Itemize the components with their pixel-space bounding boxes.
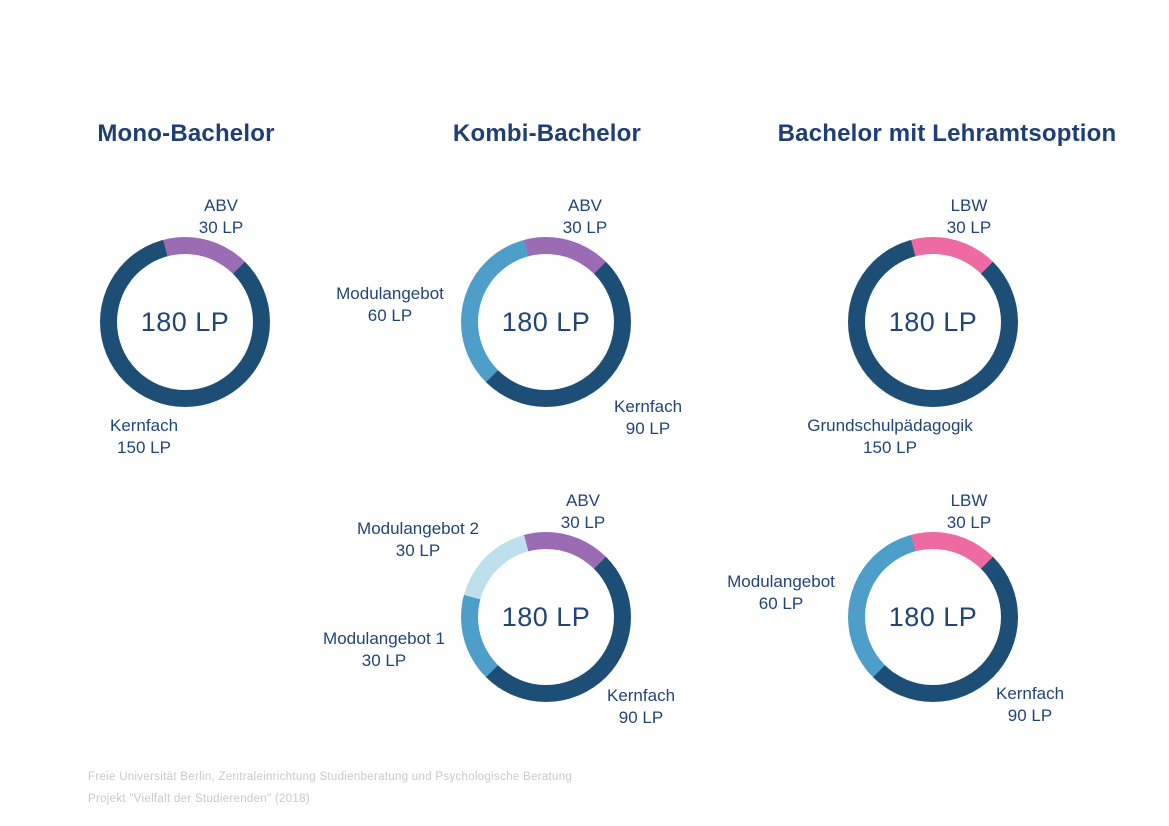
segment-label-modulangebot-2: Modulangebot 2 30 LP bbox=[357, 518, 479, 562]
donut-chart-kombi-bachelor-2x30lp: 180 LP bbox=[461, 532, 631, 702]
segment-lp-value: 60 LP bbox=[367, 306, 413, 325]
donut-center-total-lp: 180 LP bbox=[501, 306, 591, 337]
segment-label-abv: ABV 30 LP bbox=[561, 490, 605, 534]
segment-lp-value: 30 LP bbox=[946, 513, 992, 532]
segment-name: LBW bbox=[950, 196, 988, 215]
segment-label-modulangebot: Modulangebot 60 LP bbox=[727, 571, 835, 615]
donut-center-total-lp: 180 LP bbox=[140, 306, 230, 337]
segment-lp-value: 30 LP bbox=[946, 218, 992, 237]
donut-hole bbox=[865, 549, 1001, 685]
donut-center-total-lp: 180 LP bbox=[888, 601, 978, 632]
donut-chart-lehramtsoption-grundschul: 180 LP bbox=[848, 237, 1018, 407]
segment-name: Modulangebot bbox=[727, 572, 835, 591]
segment-label-kernfach: Kernfach 150 LP bbox=[110, 415, 178, 459]
donut-chart-mono-bachelor: 180 LP bbox=[100, 237, 270, 407]
segment-name: ABV bbox=[565, 491, 601, 510]
segment-label-abv: ABV 30 LP bbox=[563, 195, 607, 239]
segment-name: Modulangebot 1 bbox=[323, 629, 445, 648]
segment-lp-value: 30 LP bbox=[562, 218, 608, 237]
segment-name: Grundschulpädagogik bbox=[807, 416, 973, 435]
segment-lp-value: 30 LP bbox=[198, 218, 244, 237]
segment-name: Modulangebot 2 bbox=[357, 519, 479, 538]
segment-lp-value: 30 LP bbox=[395, 541, 441, 560]
segment-lp-value: 90 LP bbox=[1007, 706, 1053, 725]
donut-center-total-lp: 180 LP bbox=[888, 306, 978, 337]
segment-label-kernfach: Kernfach 90 LP bbox=[607, 685, 675, 729]
segment-label-grundschulp-dagogik: Grundschulpädagogik 150 LP bbox=[807, 415, 972, 459]
segment-lp-value: 90 LP bbox=[625, 419, 671, 438]
donut-chart-kombi-bachelor-60lp: 180 LP bbox=[461, 237, 631, 407]
segment-lp-value: 90 LP bbox=[618, 708, 664, 727]
segment-name: ABV bbox=[567, 196, 603, 215]
segment-name: Kernfach bbox=[109, 416, 179, 435]
segment-name: Modulangebot bbox=[336, 284, 444, 303]
column-title-bachelor-lehramtsoption: Bachelor mit Lehramtsoption bbox=[777, 120, 1117, 147]
footer: Freie Universität Berlin, Zentraleinrich… bbox=[88, 766, 572, 810]
segment-name: Kernfach bbox=[613, 397, 683, 416]
footer-line-institution: Freie Universität Berlin, Zentraleinrich… bbox=[88, 771, 573, 783]
segment-lp-value: 150 LP bbox=[117, 438, 171, 457]
segment-lp-value: 150 LP bbox=[863, 438, 917, 457]
donut-hole bbox=[478, 549, 614, 685]
donut-hole bbox=[478, 254, 614, 390]
donut-center-total-lp: 180 LP bbox=[501, 601, 591, 632]
segment-name: ABV bbox=[203, 196, 239, 215]
segment-label-kernfach: Kernfach 90 LP bbox=[614, 396, 682, 440]
segment-lp-value: 30 LP bbox=[361, 651, 407, 670]
column-title-mono-bachelor: Mono-Bachelor bbox=[97, 120, 275, 147]
segment-lp-value: 30 LP bbox=[560, 513, 606, 532]
segment-label-modulangebot-1: Modulangebot 1 30 LP bbox=[323, 628, 445, 672]
segment-label-abv: ABV 30 LP bbox=[199, 195, 243, 239]
segment-name: Kernfach bbox=[995, 684, 1065, 703]
donut-chart-lehramtsoption-kombi: 180 LP bbox=[848, 532, 1018, 702]
segment-name: Kernfach bbox=[606, 686, 676, 705]
segment-name: LBW bbox=[950, 491, 988, 510]
segment-label-lbw: LBW 30 LP bbox=[947, 195, 991, 239]
column-title-kombi-bachelor: Kombi-Bachelor bbox=[452, 120, 642, 147]
segment-label-kernfach: Kernfach 90 LP bbox=[996, 683, 1064, 727]
segment-label-modulangebot: Modulangebot 60 LP bbox=[336, 283, 444, 327]
segment-lp-value: 60 LP bbox=[758, 594, 804, 613]
donut-hole bbox=[865, 254, 1001, 390]
footer-line-project: Projekt "Vielfalt der Studierenden" (201… bbox=[88, 793, 310, 805]
donut-hole bbox=[117, 254, 253, 390]
segment-label-lbw: LBW 30 LP bbox=[947, 490, 991, 534]
